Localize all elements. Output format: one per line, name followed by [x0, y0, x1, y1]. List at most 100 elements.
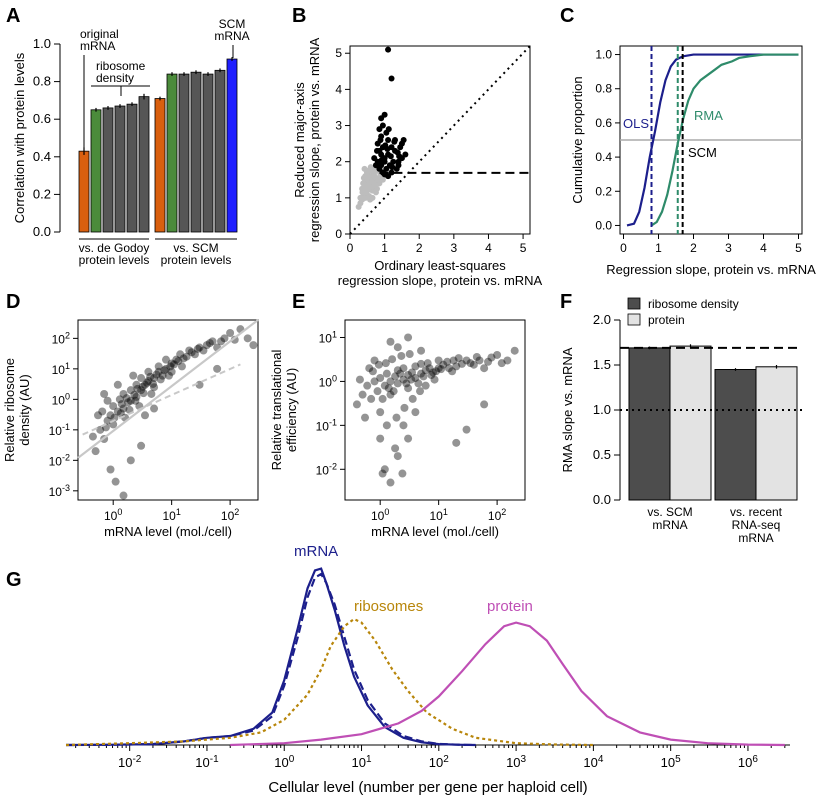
y-tick-label: 100	[319, 373, 337, 389]
scatter-point	[202, 341, 211, 350]
fit-line-rma	[77, 319, 259, 459]
scatter-point	[164, 371, 173, 380]
scatter-point	[404, 384, 413, 393]
scatter-point	[140, 411, 149, 420]
scatter-point-dark	[395, 158, 402, 165]
scatter-point	[391, 372, 400, 381]
scatter-point	[91, 447, 100, 456]
scatter-point	[419, 372, 428, 381]
bar	[102, 107, 114, 233]
panel-letter-g: G	[6, 569, 22, 591]
scatter-point	[160, 366, 169, 375]
scatter-point	[119, 404, 128, 413]
scatter-point-light	[375, 176, 382, 183]
y-tick-label: 3	[335, 119, 342, 133]
scatter-point	[411, 373, 420, 382]
y-tick-label: 101	[319, 329, 337, 345]
x-tick-label: 1	[655, 241, 662, 255]
y-axis-label-0: Relative translational	[269, 350, 284, 471]
scatter-point	[398, 469, 407, 478]
scatter-point-dark	[376, 126, 383, 133]
scatter-point	[454, 354, 463, 363]
scatter-point	[358, 390, 367, 399]
bar	[154, 98, 166, 233]
x-tick-label: 5	[795, 241, 802, 255]
y-tick-label: 2.0	[593, 312, 611, 327]
scatter-point	[408, 394, 417, 403]
scatter-point	[187, 348, 196, 357]
legend-swatch	[627, 313, 641, 326]
y-tick-label: 10-2	[316, 461, 337, 477]
category-label-2: mRNA	[738, 531, 773, 545]
scatter-point	[381, 359, 390, 368]
x-tick-label: 102	[429, 754, 449, 770]
scatter-point	[449, 356, 458, 365]
x-axis-label: mRNA level (mol./cell)	[104, 524, 232, 539]
scatter-point	[393, 343, 402, 352]
scatter-point	[393, 379, 402, 388]
bar	[114, 105, 126, 233]
scatter-point	[126, 386, 135, 395]
scatter-point	[96, 425, 105, 434]
bar	[714, 369, 757, 501]
plot-frame	[349, 45, 531, 235]
scatter-point	[428, 368, 437, 377]
scatter-point-dark	[396, 153, 403, 160]
scatter-point	[150, 383, 159, 392]
scatter-point	[391, 444, 400, 453]
y-tick-label: 10-2	[49, 452, 70, 468]
scatter-point	[480, 400, 489, 409]
scatter-point	[243, 334, 252, 343]
panel-letter-d: D	[6, 291, 20, 313]
plot-frame	[344, 319, 526, 501]
scatter-point	[407, 368, 416, 377]
scatter-point	[434, 364, 443, 373]
panel-c-cumulative-plot: 0 1 2 3 4 5 0.0 0.2 0.4 0.6 0.8 1.0 Regression slope…	[570, 45, 816, 277]
scatter-point	[195, 380, 204, 389]
y-axis-label-1: regression slope, protein vs. mRNA	[307, 37, 322, 242]
scatter-point	[177, 362, 186, 371]
scatter-point	[393, 366, 402, 375]
scatter-point	[137, 374, 146, 383]
scatter-point	[462, 356, 471, 365]
x-tick-label: 2	[416, 241, 423, 255]
scatter-point	[365, 364, 374, 373]
scatter-point	[421, 366, 430, 375]
scatter-point	[172, 355, 181, 364]
scatter-point	[161, 355, 170, 364]
scatter-point	[147, 389, 156, 398]
scatter-point	[154, 367, 163, 376]
y-axis-label: RMA slope vs. mRNA	[560, 347, 575, 472]
scatter-point	[190, 350, 199, 359]
scatter-point	[405, 350, 414, 359]
y-axis-label: Cumulative proportion	[570, 76, 585, 203]
scatter-point-dark	[387, 153, 394, 160]
annotation-scm-mrna-1: mRNA	[214, 29, 249, 43]
scatter-point	[431, 367, 440, 376]
scatter-point	[150, 374, 159, 383]
scatter-point	[417, 369, 426, 378]
density-line-protein	[230, 621, 785, 747]
y-tick-label: 1.0	[595, 48, 612, 62]
scatter-point	[115, 395, 124, 404]
x-axis-label-1: regression slope, protein vs. mRNA	[338, 273, 543, 288]
y-axis-label: Correlation with protein levels	[12, 52, 27, 223]
scatter-point	[131, 396, 140, 405]
x-tick-label: 2	[690, 241, 697, 255]
scatter-point	[452, 362, 461, 371]
scatter-point-light	[372, 189, 379, 196]
x-tick-label: 101	[429, 507, 447, 523]
panel-letter-c: C	[560, 5, 574, 27]
scatter-point-light	[371, 173, 378, 180]
x-tick-label: 5	[520, 241, 527, 255]
scatter-point	[392, 413, 401, 422]
scatter-point	[510, 346, 519, 355]
scatter-point	[355, 375, 364, 384]
y-tick-label: 10-3	[49, 483, 70, 499]
scatter-point	[182, 352, 191, 361]
x-tick-label: 101	[162, 507, 180, 523]
scatter-point	[154, 362, 163, 371]
scatter-point	[374, 360, 383, 369]
identity-line	[349, 45, 531, 235]
scatter-point	[139, 389, 148, 398]
